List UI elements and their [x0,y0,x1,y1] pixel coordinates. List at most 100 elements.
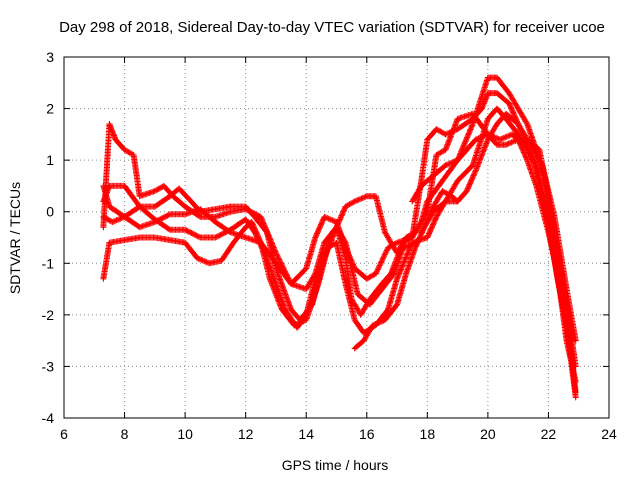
data-point [106,217,113,224]
data-point [217,231,224,238]
data-point [464,185,471,192]
data-point [497,136,503,143]
plot-frame [63,56,610,419]
data-point [507,104,514,111]
data-point [478,154,484,160]
data-point [184,228,191,235]
data-point [454,198,461,205]
data-point [412,244,419,251]
data-point [511,112,518,118]
data-point [253,230,260,237]
data-point [520,133,527,140]
data-point [445,161,452,168]
data-point [351,198,358,205]
data-point [291,322,298,329]
data-point [472,168,479,175]
data-point [427,226,434,233]
data-point [429,222,436,229]
data-point [328,216,335,223]
data-point [463,137,469,144]
data-point [447,160,454,166]
x-tick-label: 18 [420,426,436,442]
data-point [428,208,435,215]
data-point [296,319,303,326]
data-point [362,193,369,200]
data-point [517,126,524,133]
data-point [374,267,381,274]
data-point [383,247,390,254]
data-point [300,318,307,325]
data-point [446,191,452,198]
data-point [447,134,454,141]
data-point [427,211,433,218]
data-point [375,265,382,272]
data-point [117,215,124,222]
data-point [319,219,326,225]
y-tick-label: 1 [46,152,54,168]
data-point [257,213,264,220]
data-point [355,196,362,203]
data-point [398,265,405,272]
data-point [424,233,431,240]
data-point [271,287,278,294]
data-point [404,243,411,250]
data-point [382,250,389,257]
data-point [401,257,408,263]
data-point [276,258,283,264]
data-point [378,259,384,266]
data-point [572,337,579,344]
chart-title: Day 298 of 2018, Sidereal Day-to-day VTE… [59,19,605,36]
data-point [428,207,435,214]
data-point [520,149,527,156]
data-point [329,217,336,224]
data-point [254,231,261,238]
data-point [151,219,158,225]
data-point [438,149,445,155]
data-point [277,304,284,310]
data-point [412,243,419,250]
data-point [112,217,119,224]
data-point [295,320,302,327]
data-point [450,158,457,165]
x-tick-labels: 6 8 10 12 14 16 18 20 22 24 [60,426,617,442]
data-point [443,145,449,152]
data-point [330,217,337,224]
data-point [507,103,514,109]
data-point [267,278,274,285]
data-point [199,257,206,264]
data-point [379,257,386,263]
data-point [499,135,506,142]
data-point [378,258,385,265]
data-point [270,283,276,290]
data-point [467,126,474,133]
data-point [424,234,431,241]
data-point [405,242,412,249]
data-point [339,210,346,216]
x-tick-label: 8 [121,426,129,442]
data-point [523,155,530,162]
data-point [504,141,511,148]
data-point [203,259,210,266]
data-point [417,233,424,240]
data-point [361,194,368,201]
data-point [422,221,429,228]
data-point [405,247,412,254]
data-point [425,213,432,220]
data-point [432,215,439,222]
data-point [480,101,487,108]
data-point [464,134,471,141]
data-point [436,127,442,134]
data-point [538,161,545,167]
x-tick-label: 24 [601,426,617,442]
data-point [157,185,163,192]
data-point [164,212,171,219]
data-point [311,271,318,278]
data-point [354,197,361,204]
data-point [446,160,453,167]
data-point [421,224,428,231]
data-point [476,134,483,141]
data-point [409,240,416,247]
data-point [442,189,449,196]
data-point [475,135,482,142]
data-point [372,270,379,277]
